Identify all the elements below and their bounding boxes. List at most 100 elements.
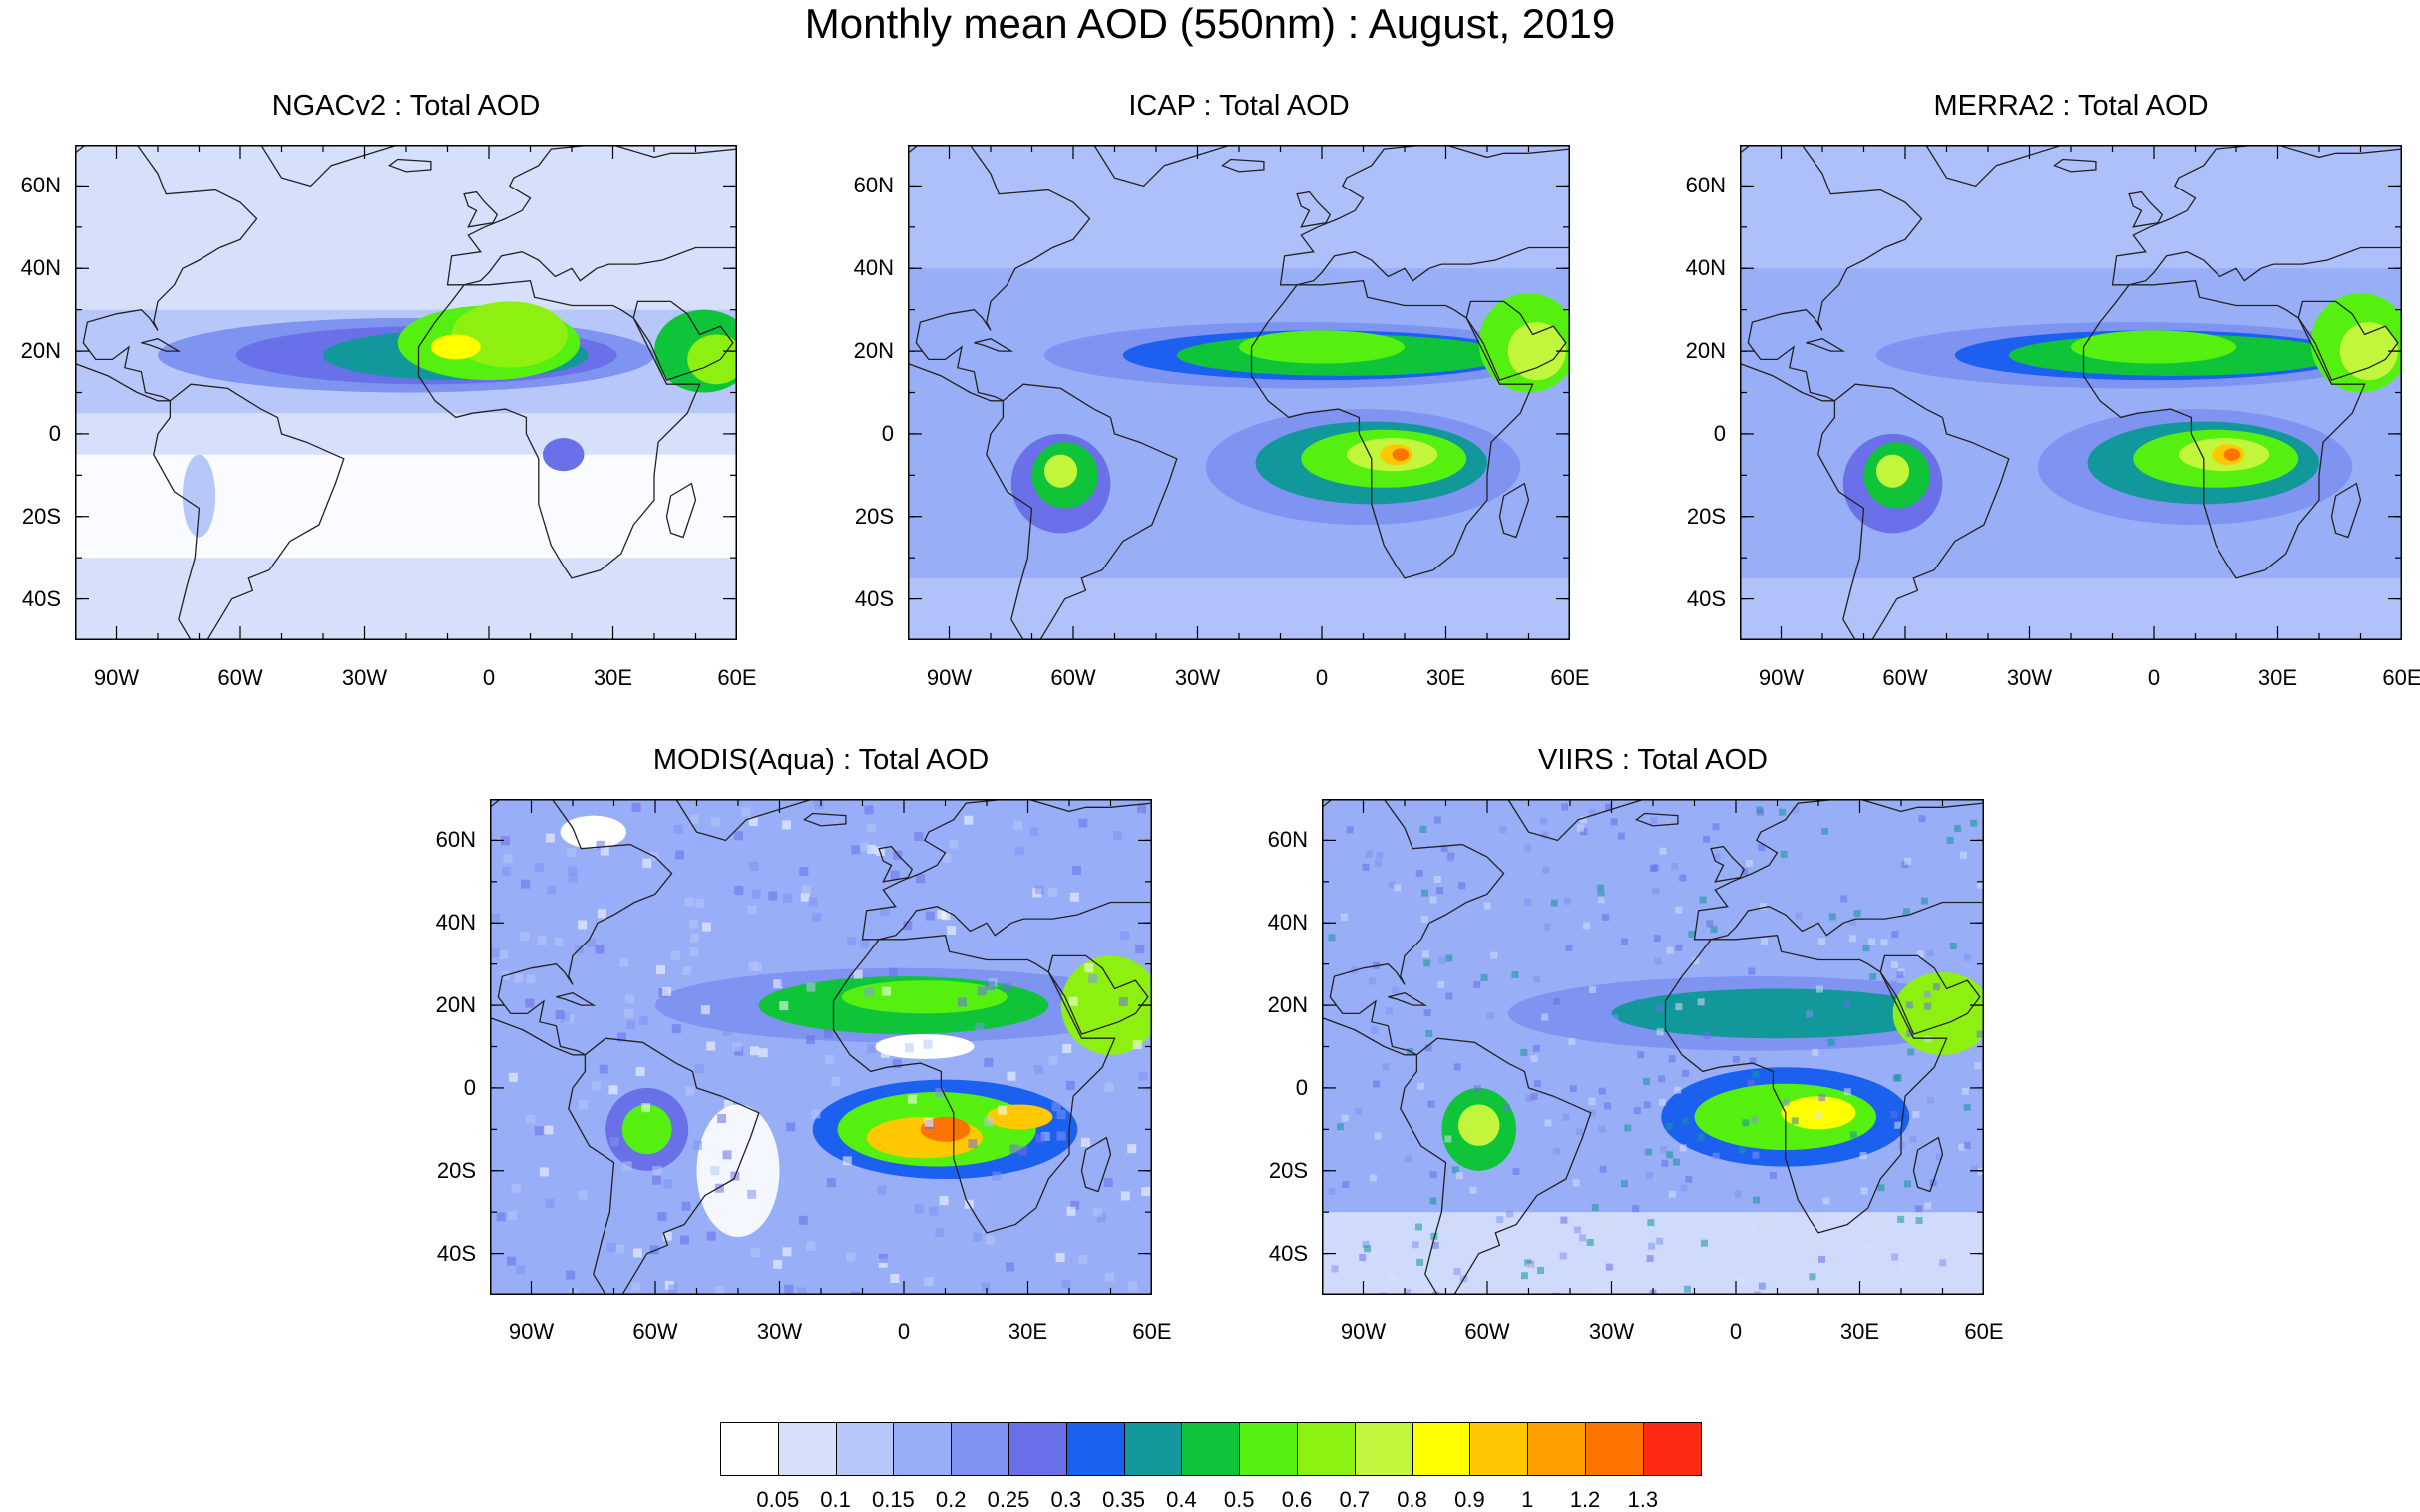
retrieval-pixel bbox=[1918, 815, 1925, 822]
retrieval-pixel bbox=[509, 1073, 518, 1082]
retrieval-pixel bbox=[1840, 895, 1847, 902]
lat-tick-label: 60N bbox=[834, 175, 894, 196]
retrieval-pixel bbox=[1560, 1252, 1567, 1259]
retrieval-pixel bbox=[1960, 852, 1967, 859]
retrieval-pixel bbox=[1964, 1104, 1971, 1111]
panel-title: VIIRS : Total AOD bbox=[1322, 744, 1984, 776]
lat-tick-label: 40S bbox=[416, 1243, 476, 1265]
retrieval-pixel bbox=[1416, 870, 1423, 877]
retrieval-pixel bbox=[1890, 980, 1897, 987]
retrieval-pixel bbox=[1524, 899, 1531, 906]
retrieval-pixel bbox=[526, 974, 535, 983]
retrieval-pixel bbox=[1964, 954, 1971, 961]
aod-field-blob bbox=[842, 980, 1008, 1013]
retrieval-pixel bbox=[1783, 1099, 1790, 1106]
retrieval-pixel bbox=[1634, 1107, 1641, 1114]
retrieval-pixel bbox=[652, 1176, 661, 1185]
retrieval-pixel bbox=[1419, 826, 1426, 833]
retrieval-pixel bbox=[689, 947, 698, 956]
retrieval-pixel bbox=[1674, 1087, 1681, 1094]
retrieval-pixel bbox=[1757, 809, 1764, 816]
colorbar-swatch bbox=[1008, 1422, 1067, 1476]
retrieval-pixel bbox=[497, 1212, 506, 1221]
retrieval-pixel bbox=[891, 871, 900, 880]
retrieval-pixel bbox=[1646, 1172, 1653, 1179]
retrieval-pixel bbox=[1436, 887, 1443, 894]
lon-tick-label: 60W bbox=[1447, 1322, 1527, 1343]
retrieval-pixel bbox=[1751, 1116, 1758, 1123]
colorbar-label: 0.9 bbox=[1439, 1489, 1499, 1511]
lat-tick-label: 20S bbox=[834, 506, 894, 528]
retrieval-pixel bbox=[1342, 1115, 1349, 1122]
retrieval-pixel bbox=[986, 1236, 995, 1245]
retrieval-pixel bbox=[827, 1178, 836, 1187]
retrieval-pixel bbox=[1061, 1280, 1070, 1289]
retrieval-pixel bbox=[860, 940, 869, 948]
retrieval-pixel bbox=[1604, 1102, 1611, 1109]
lon-tick-label: 30W bbox=[325, 667, 405, 689]
retrieval-pixel bbox=[1658, 1075, 1665, 1082]
retrieval-pixel bbox=[685, 1086, 694, 1095]
aod-map bbox=[490, 799, 1152, 1295]
retrieval-pixel bbox=[1453, 1268, 1460, 1275]
retrieval-pixel bbox=[706, 1041, 715, 1050]
retrieval-pixel bbox=[707, 1232, 716, 1241]
retrieval-pixel bbox=[1551, 900, 1558, 907]
retrieval-pixel bbox=[579, 1100, 588, 1109]
retrieval-pixel bbox=[1621, 1180, 1628, 1187]
retrieval-pixel bbox=[546, 1199, 555, 1208]
retrieval-pixel bbox=[978, 986, 987, 995]
retrieval-pixel bbox=[925, 1118, 934, 1127]
retrieval-pixel bbox=[1636, 999, 1643, 1006]
retrieval-pixel bbox=[1373, 1081, 1380, 1088]
retrieval-pixel bbox=[1878, 1034, 1885, 1041]
retrieval-pixel bbox=[601, 847, 609, 856]
retrieval-pixel bbox=[1781, 851, 1788, 858]
aod-map bbox=[1322, 799, 1984, 1295]
retrieval-pixel bbox=[1520, 1049, 1527, 1056]
retrieval-pixel bbox=[568, 867, 577, 876]
lat-tick-label: 40S bbox=[834, 588, 894, 610]
retrieval-pixel bbox=[1655, 958, 1662, 965]
retrieval-pixel bbox=[1602, 914, 1609, 921]
retrieval-pixel bbox=[535, 863, 544, 872]
retrieval-pixel bbox=[937, 910, 946, 919]
retrieval-pixel bbox=[1843, 1000, 1850, 1007]
retrieval-pixel bbox=[567, 848, 576, 857]
aod-field-blob bbox=[987, 1104, 1052, 1129]
retrieval-pixel bbox=[1818, 938, 1825, 945]
retrieval-pixel bbox=[1133, 1040, 1142, 1049]
lat-tick-label: 40S bbox=[1666, 588, 1726, 610]
retrieval-pixel bbox=[1821, 828, 1828, 835]
lat-tick-label: 60N bbox=[416, 829, 476, 851]
retrieval-pixel bbox=[1434, 876, 1441, 883]
retrieval-pixel bbox=[639, 1016, 648, 1025]
lon-tick-label: 90W bbox=[492, 1322, 572, 1343]
retrieval-pixel bbox=[1531, 1055, 1538, 1062]
retrieval-pixel bbox=[1645, 1149, 1652, 1156]
lon-tick-label: 60W bbox=[1033, 667, 1113, 689]
retrieval-pixel bbox=[924, 1040, 933, 1049]
retrieval-pixel bbox=[1537, 1267, 1544, 1274]
retrieval-pixel bbox=[1796, 913, 1803, 920]
aod-field-blob bbox=[561, 816, 626, 849]
retrieval-pixel bbox=[1669, 1191, 1676, 1198]
retrieval-pixel bbox=[964, 816, 973, 825]
retrieval-pixel bbox=[600, 1065, 608, 1074]
retrieval-pixel bbox=[1093, 1208, 1102, 1217]
retrieval-pixel bbox=[1526, 1264, 1533, 1271]
retrieval-pixel bbox=[1671, 863, 1678, 870]
lat-tick-label: 20N bbox=[834, 340, 894, 362]
retrieval-pixel bbox=[1481, 974, 1488, 981]
colorbar-label: 1.2 bbox=[1555, 1489, 1615, 1511]
colorbar-swatch bbox=[720, 1422, 779, 1476]
retrieval-pixel bbox=[1891, 1254, 1898, 1261]
retrieval-pixel bbox=[1648, 1243, 1655, 1250]
retrieval-pixel bbox=[652, 1166, 661, 1175]
retrieval-pixel bbox=[1015, 847, 1024, 856]
retrieval-pixel bbox=[1647, 1219, 1654, 1226]
retrieval-pixel bbox=[1779, 809, 1786, 816]
retrieval-pixel bbox=[741, 808, 750, 817]
